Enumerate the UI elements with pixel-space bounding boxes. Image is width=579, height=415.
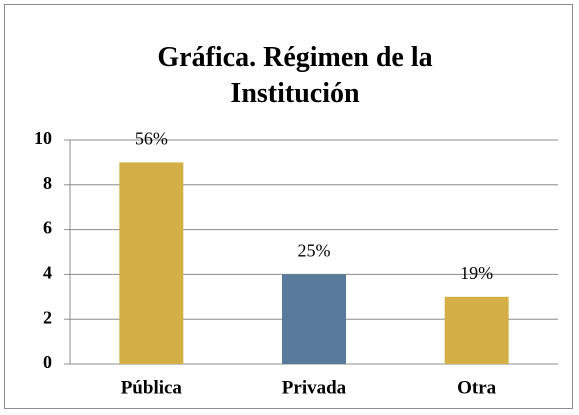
x-tick-label: Otra bbox=[457, 377, 497, 398]
y-tick-label: 10 bbox=[34, 128, 52, 148]
y-tick-label: 8 bbox=[43, 173, 52, 193]
data-label: 56% bbox=[135, 129, 168, 149]
data-label: 25% bbox=[298, 241, 331, 261]
bar bbox=[444, 296, 509, 364]
bar bbox=[282, 274, 346, 364]
data-label: 19% bbox=[460, 263, 493, 283]
bar bbox=[119, 162, 184, 364]
y-tick-label: 0 bbox=[43, 352, 52, 372]
y-tick-label: 4 bbox=[43, 263, 52, 283]
x-tick-label: Pública bbox=[121, 377, 183, 398]
chart-border bbox=[4, 4, 573, 409]
y-tick-label: 2 bbox=[43, 307, 52, 327]
x-tick-label: Privada bbox=[282, 377, 347, 398]
y-tick-label: 6 bbox=[43, 218, 52, 238]
chart-title: Gráfica. Régimen de la Institución bbox=[157, 42, 433, 109]
